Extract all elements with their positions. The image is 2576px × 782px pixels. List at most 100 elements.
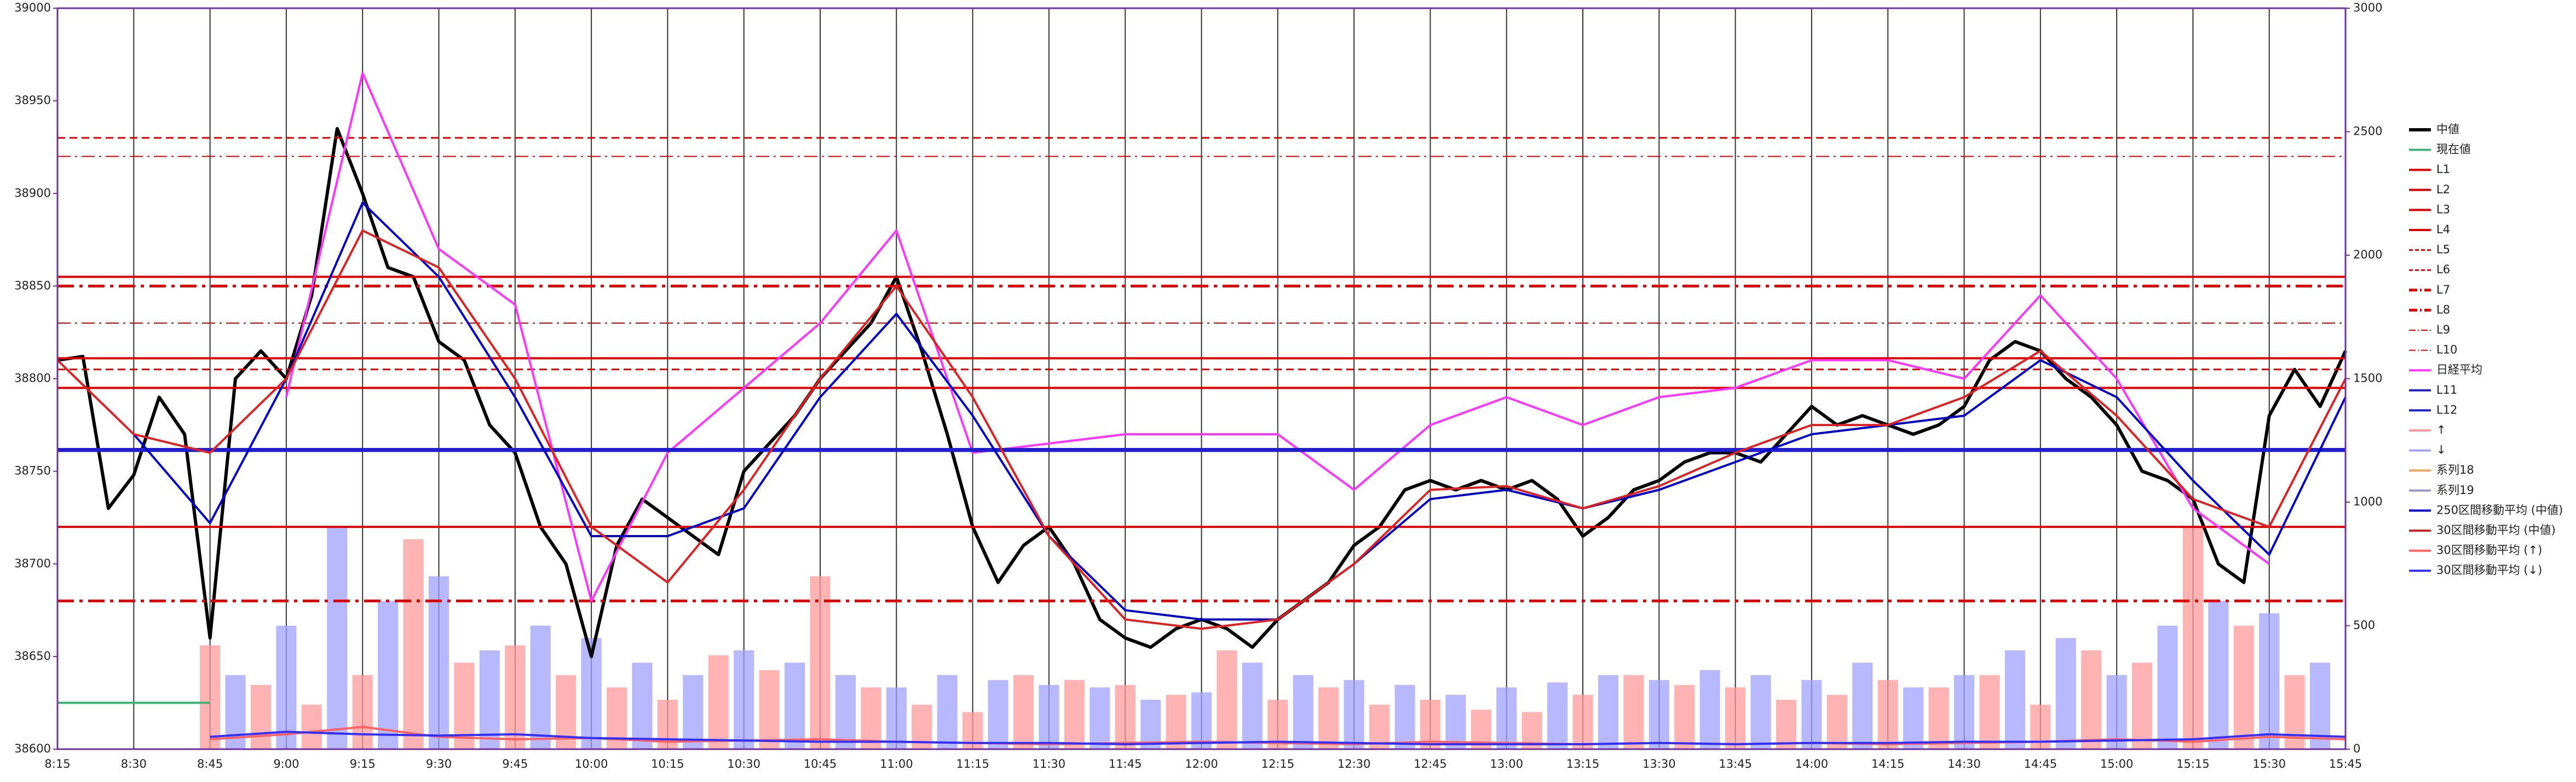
y2-tick-label: 500	[2353, 619, 2375, 632]
volume-bar	[301, 704, 322, 749]
legend-label: L6	[2436, 263, 2450, 276]
volume-bar	[1318, 687, 1339, 749]
legend-label: 中値	[2436, 123, 2459, 136]
series-line	[285, 72, 2270, 602]
y2-tick-label: 1500	[2353, 372, 2382, 385]
volume-bar	[1394, 685, 1415, 749]
volume-bar	[886, 687, 907, 749]
x-tick-label: 9:30	[426, 757, 452, 771]
x-tick-label: 8:15	[44, 757, 70, 771]
x-tick-label: 13:00	[1490, 757, 1523, 771]
x-tick-label: 15:00	[2100, 757, 2134, 771]
volume-bar	[1699, 670, 1720, 749]
y-tick-label: 38850	[14, 279, 51, 292]
y2-tick-label: 1000	[2353, 495, 2382, 508]
y-tick-label: 38800	[14, 372, 51, 385]
volume-bar	[1013, 675, 1034, 749]
volume-bar	[683, 675, 704, 749]
volume-bar	[1217, 650, 1237, 749]
volume-bar	[937, 675, 958, 749]
x-tick-label: 11:15	[956, 757, 989, 771]
legend-label: L1	[2436, 163, 2450, 176]
x-tick-label: 13:15	[1566, 757, 1600, 771]
x-tick-label: 12:15	[1261, 757, 1295, 771]
x-tick-label: 10:15	[651, 757, 684, 771]
volume-bar	[1090, 687, 1110, 749]
volume-bar	[734, 650, 754, 749]
volume-bar	[505, 645, 526, 749]
volume-bar	[2055, 638, 2076, 749]
legend-label: 30区間移動平均 (中値)	[2436, 524, 2556, 537]
x-tick-label: 15:45	[2329, 757, 2362, 771]
legend-label: L8	[2436, 303, 2450, 316]
x-tick-label: 9:15	[350, 757, 376, 771]
volume-bar	[1191, 692, 1212, 749]
volume-bar	[1064, 680, 1085, 749]
volume-bar	[1598, 675, 1619, 749]
volume-bar	[2208, 601, 2229, 749]
legend-label: 系列18	[2436, 463, 2474, 476]
volume-bar	[1877, 680, 1898, 749]
x-tick-label: 11:30	[1033, 757, 1066, 771]
volume-bar	[1801, 680, 1822, 749]
volume-bar	[2131, 663, 2153, 749]
volume-bar	[1115, 685, 1136, 749]
volume-bar	[276, 625, 297, 749]
y-tick-label: 38900	[14, 186, 51, 199]
legend-label: L5	[2436, 243, 2450, 256]
x-tick-label: 9:00	[273, 757, 299, 771]
volume-bar	[530, 625, 551, 749]
x-tick-label: 10:45	[804, 757, 837, 771]
legend-label: 30区間移動平均 (↑)	[2436, 544, 2542, 557]
volume-bar	[2182, 527, 2203, 749]
axes: 8:15 8:30 8:45 9:00 9:15 9:30 9:45 10:00 10:15 10…	[14, 1, 2382, 771]
y-tick-label: 38700	[14, 557, 51, 570]
volume-bar	[835, 675, 856, 749]
volume-bar	[1649, 680, 1669, 749]
volume-bar	[1852, 663, 1873, 749]
volume-bar	[1953, 675, 1975, 749]
volume-bar	[1039, 685, 1059, 749]
volume-bar	[327, 527, 348, 749]
x-tick-label: 10:30	[727, 757, 760, 771]
y2-tick-label: 2000	[2353, 248, 2382, 261]
legend-label: 現在値	[2436, 143, 2471, 156]
volume-bar	[2004, 650, 2025, 749]
x-tick-label: 12:30	[1338, 757, 1371, 771]
legend-label: ↓	[2436, 444, 2446, 457]
volume-bar	[1979, 675, 2000, 749]
plot-frame	[56, 7, 2347, 750]
volume-bar	[1826, 694, 1847, 749]
legend-label: L4	[2436, 223, 2450, 236]
volume-bar	[200, 645, 221, 749]
y-tick-label: 38750	[14, 464, 51, 478]
volume-bar	[1750, 675, 1771, 749]
y2-tick-label: 2500	[2353, 125, 2382, 138]
volume-bar	[810, 576, 831, 749]
legend-label: L11	[2436, 383, 2457, 396]
x-tick-label: 8:30	[121, 757, 147, 771]
volume-bar	[1166, 694, 1186, 749]
volume-bar	[2106, 675, 2127, 749]
volume-bar	[708, 655, 729, 749]
volume-bar	[759, 670, 780, 749]
volume-bar	[1903, 687, 1924, 749]
legend-label: ↑	[2436, 423, 2446, 436]
volume-bar	[1572, 694, 1593, 749]
volume-bar	[2157, 625, 2178, 749]
volume-bar	[988, 680, 1008, 749]
x-tick-label: 12:00	[1185, 757, 1218, 771]
volume-bar	[378, 601, 399, 749]
legend-label: L2	[2436, 183, 2450, 196]
legend-label: L10	[2436, 343, 2457, 357]
volume-bar	[1674, 685, 1695, 749]
volume-bar	[861, 687, 881, 749]
legend-label: 250区間移動平均 (中値)	[2436, 503, 2563, 516]
volume-bar	[352, 675, 373, 749]
volume-bar	[1776, 699, 1797, 749]
volume-bar	[479, 650, 500, 749]
volume-bar	[1293, 675, 1313, 749]
volume-bar	[1344, 680, 1364, 749]
